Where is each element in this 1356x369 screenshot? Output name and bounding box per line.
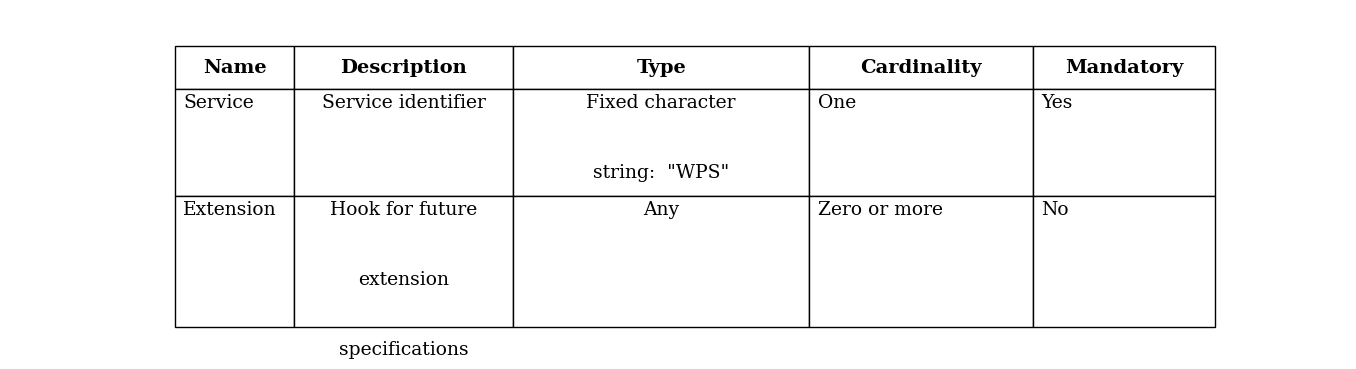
Text: Zero or more: Zero or more: [818, 201, 942, 219]
Bar: [810, 196, 1033, 327]
Text: Cardinality: Cardinality: [861, 59, 982, 76]
Bar: [1033, 196, 1215, 327]
Text: Name: Name: [203, 59, 266, 76]
Bar: [1033, 46, 1215, 89]
Text: Hook for future

extension

specifications: Hook for future extension specifications: [330, 201, 477, 359]
Text: One: One: [818, 94, 856, 113]
Bar: [175, 89, 294, 196]
Bar: [810, 89, 1033, 196]
Text: Service: Service: [183, 94, 254, 113]
Text: Type: Type: [636, 59, 686, 76]
Bar: [294, 196, 513, 327]
Bar: [175, 46, 294, 89]
Text: Extension: Extension: [183, 201, 277, 219]
Text: Fixed character

string:  "WPS": Fixed character string: "WPS": [586, 94, 736, 182]
Bar: [513, 46, 810, 89]
Bar: [1033, 89, 1215, 196]
Text: Mandatory: Mandatory: [1064, 59, 1184, 76]
Bar: [513, 196, 810, 327]
Bar: [810, 46, 1033, 89]
Bar: [294, 46, 513, 89]
Text: Service identifier: Service identifier: [321, 94, 485, 113]
Bar: [175, 196, 294, 327]
Text: Description: Description: [340, 59, 466, 76]
Text: Any: Any: [643, 201, 679, 219]
Text: Yes: Yes: [1041, 94, 1073, 113]
Bar: [294, 89, 513, 196]
Bar: [513, 89, 810, 196]
Text: No: No: [1041, 201, 1069, 219]
